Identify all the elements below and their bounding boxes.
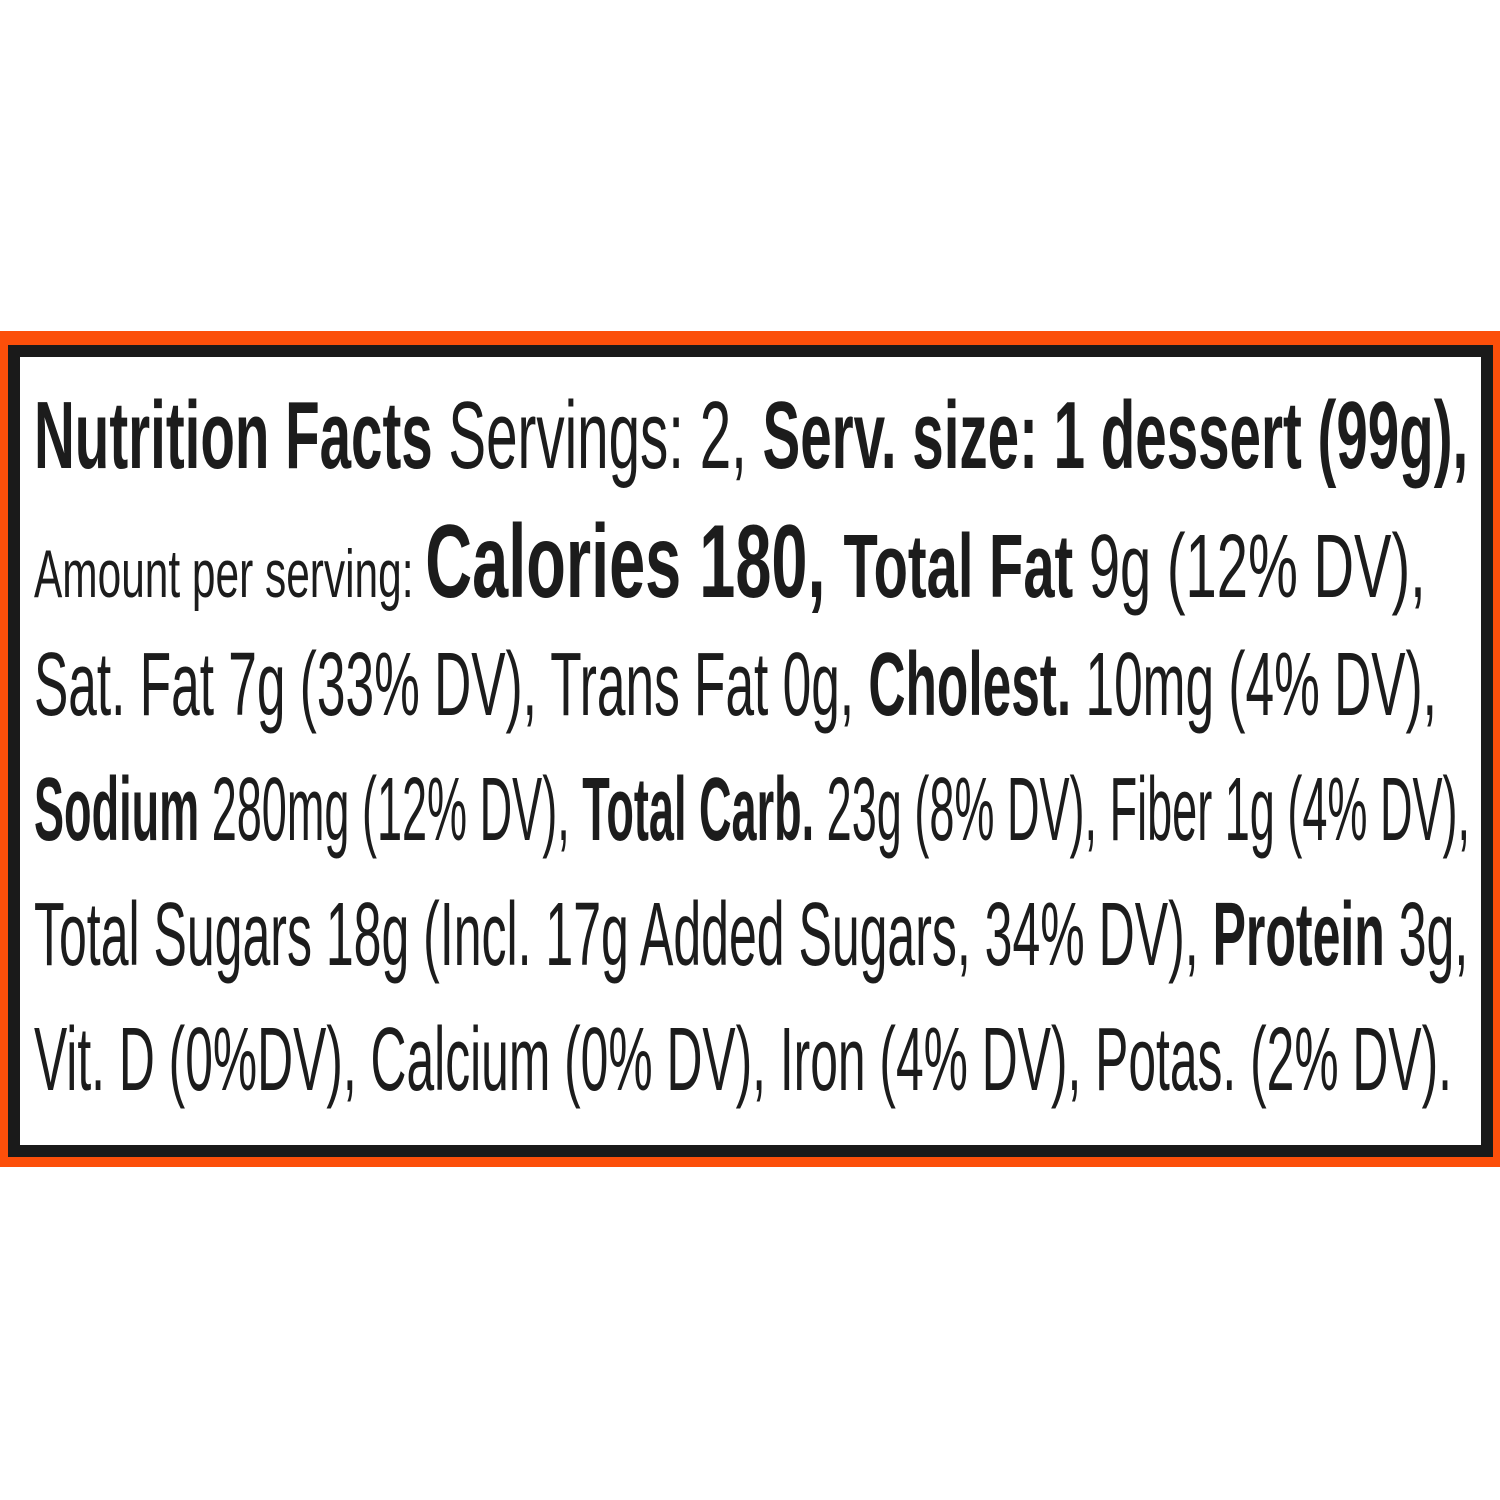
line-fats: Sat. Fat 7g (33% DV), Trans Fat 0g, Chol… — [34, 640, 1437, 730]
cholest-label: Cholest. — [868, 635, 1072, 735]
total-carb-value: 23g (8% DV), Fiber 1g (4% DV), — [814, 760, 1471, 860]
total-carb-label: Total Carb. — [582, 760, 815, 860]
servings: Servings: 2, — [432, 382, 763, 489]
label-frame — [8, 345, 1493, 1157]
sugars: Total Sugars 18g (Incl. 17g Added Sugars… — [34, 885, 1213, 985]
vitamins-minerals: Vit. D (0%DV), Calcium (0% DV), Iron (4%… — [34, 1010, 1452, 1110]
sodium-label: Sodium — [34, 760, 200, 860]
title: Nutrition Facts — [34, 382, 433, 489]
line-sugars-protein: Total Sugars 18g (Incl. 17g Added Sugars… — [34, 890, 1468, 980]
line-sodium-carb: Sodium 280mg (12% DV), Total Carb. 23g (… — [34, 765, 1470, 855]
serving-size: Serv. size: 1 dessert (99g), — [762, 382, 1469, 489]
calories: Calories 180, — [425, 504, 844, 620]
cholest-value: 10mg (4% DV), — [1071, 635, 1437, 735]
line-calories: Amount per serving: Calories 180, Total … — [34, 510, 1426, 614]
amount-per-serving: Amount per serving: — [34, 536, 426, 612]
total-fat-value: 9g (12% DV), — [1073, 517, 1426, 617]
sat-trans-fat: Sat. Fat 7g (33% DV), Trans Fat 0g, — [34, 635, 869, 735]
total-fat-label: Total Fat — [843, 517, 1074, 617]
line-title: Nutrition Facts Servings: 2, Serv. size:… — [34, 388, 1468, 484]
protein-value: 3g, — [1384, 885, 1469, 985]
line-vitamins: Vit. D (0%DV), Calcium (0% DV), Iron (4%… — [34, 1015, 1452, 1105]
sodium-value: 280mg (12% DV), — [199, 760, 583, 860]
protein-label: Protein — [1212, 885, 1385, 985]
